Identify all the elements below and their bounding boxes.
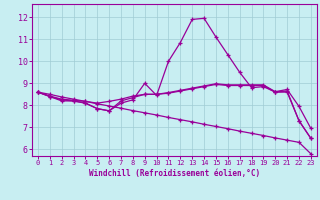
- X-axis label: Windchill (Refroidissement éolien,°C): Windchill (Refroidissement éolien,°C): [89, 169, 260, 178]
